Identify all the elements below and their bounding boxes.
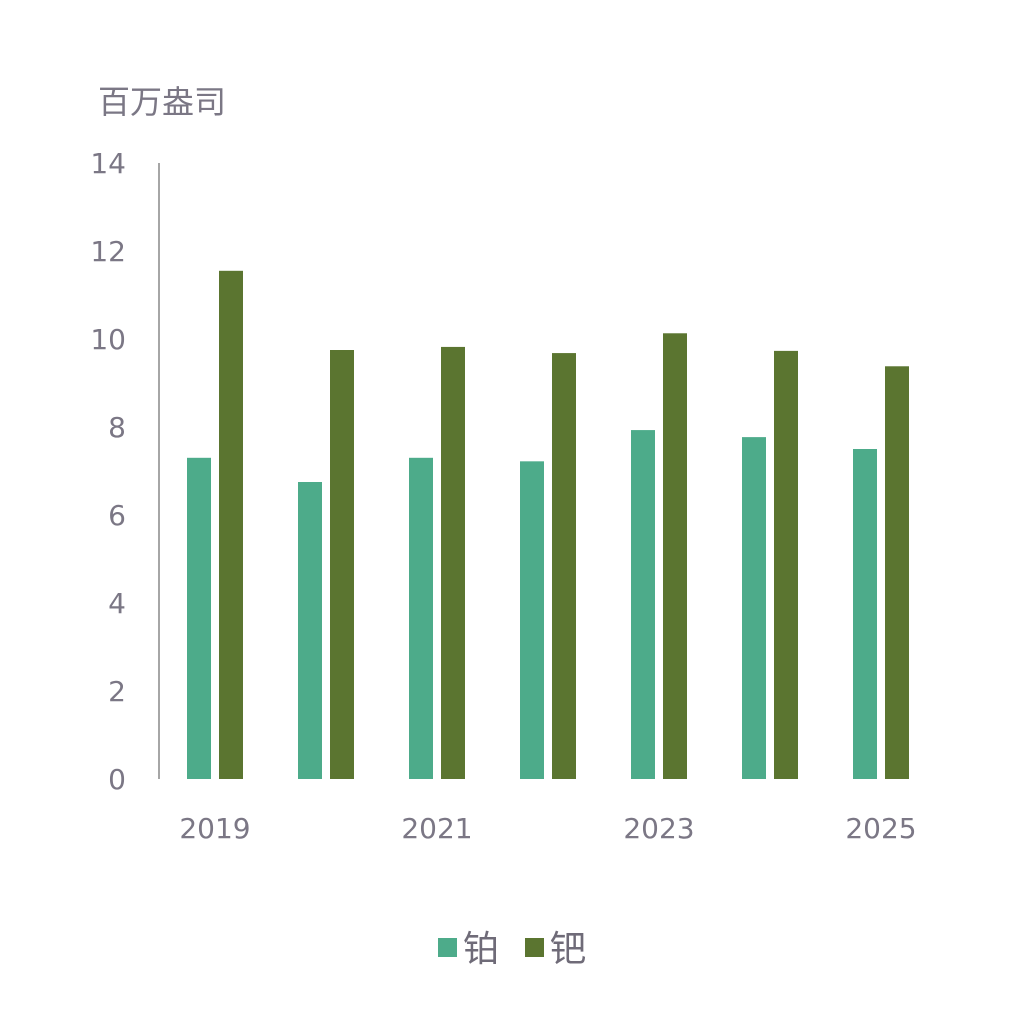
legend-swatch xyxy=(525,938,544,957)
bar-platinum-2024 xyxy=(742,437,766,779)
x-tick-label: 2025 xyxy=(845,812,916,845)
x-axis-ticks: 2019 2021 2023 2025 xyxy=(179,812,916,845)
bar-platinum-2025 xyxy=(853,449,877,779)
bar-palladium-2021 xyxy=(441,346,465,779)
x-tick-label: 2021 xyxy=(401,812,472,845)
bar-palladium-2022 xyxy=(552,353,576,779)
bar-platinum-2021 xyxy=(409,457,433,779)
bar-platinum-2022 xyxy=(520,461,544,779)
y-tick-label: 6 xyxy=(108,499,126,532)
legend: 铂钯 xyxy=(438,929,586,970)
y-tick-label: 14 xyxy=(90,147,126,180)
bar-palladium-2023 xyxy=(663,333,687,779)
bars xyxy=(187,270,909,779)
bar-platinum-2020 xyxy=(298,482,322,779)
bar-palladium-2020 xyxy=(330,350,354,779)
bar-platinum-2019 xyxy=(187,457,211,779)
bar-palladium-2024 xyxy=(774,350,798,779)
y-tick-label: 2 xyxy=(108,675,126,708)
y-tick-label: 8 xyxy=(108,411,126,444)
bar-palladium-2025 xyxy=(885,366,909,779)
x-tick-label: 2019 xyxy=(179,812,250,845)
y-axis-title: 百万盎司 xyxy=(98,83,226,121)
legend-label: 铂 xyxy=(463,929,499,970)
bar-platinum-2023 xyxy=(631,430,655,779)
legend-swatch xyxy=(438,938,457,957)
y-tick-label: 0 xyxy=(108,763,126,796)
legend-label: 钯 xyxy=(550,929,586,970)
x-tick-label: 2023 xyxy=(623,812,694,845)
bar-palladium-2019 xyxy=(219,270,243,779)
y-tick-label: 10 xyxy=(90,323,126,356)
y-tick-label: 4 xyxy=(108,587,126,620)
y-axis-ticks: 0 2 4 6 8 10 12 14 xyxy=(90,147,126,796)
y-tick-label: 12 xyxy=(90,235,126,268)
